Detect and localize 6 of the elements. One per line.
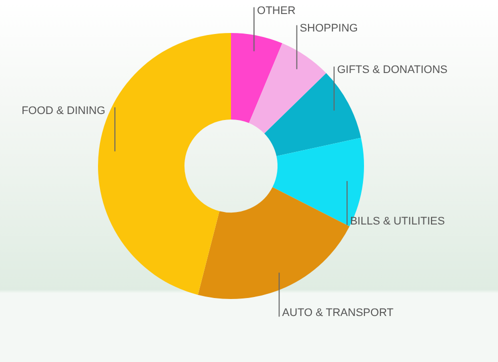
slice-label: GIFTS & DONATIONS — [337, 64, 448, 76]
slice-label: AUTO & TRANSPORT — [282, 307, 394, 320]
slice-label: SHOPPING — [300, 22, 358, 35]
slice-label: FOOD & DINING — [22, 104, 106, 117]
slice-label: OTHER — [257, 4, 296, 17]
slice-label: BILLS & UTILITIES — [350, 216, 445, 228]
